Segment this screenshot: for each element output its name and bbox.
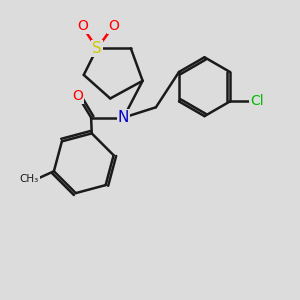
Text: O: O <box>77 19 88 33</box>
Text: O: O <box>108 19 118 33</box>
Text: CH₃: CH₃ <box>20 174 39 184</box>
Text: S: S <box>92 41 102 56</box>
Text: Cl: Cl <box>250 94 264 108</box>
Text: N: N <box>118 110 129 125</box>
Text: O: O <box>72 88 83 103</box>
